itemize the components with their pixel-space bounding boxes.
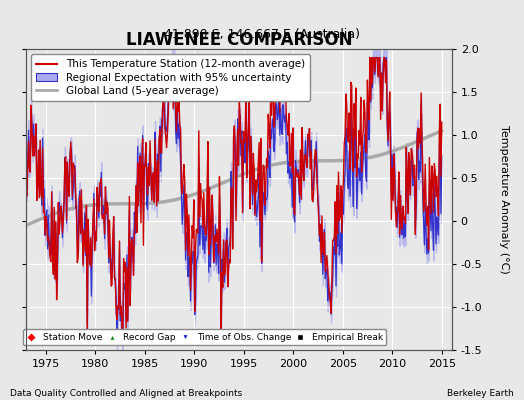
Title: LIAWENEE COMPARISON: LIAWENEE COMPARISON bbox=[126, 31, 352, 49]
Legend: Station Move, Record Gap, Time of Obs. Change, Empirical Break: Station Move, Record Gap, Time of Obs. C… bbox=[23, 329, 387, 346]
Text: Data Quality Controlled and Aligned at Breakpoints: Data Quality Controlled and Aligned at B… bbox=[10, 389, 243, 398]
Text: Berkeley Earth: Berkeley Earth bbox=[447, 389, 514, 398]
Y-axis label: Temperature Anomaly (°C): Temperature Anomaly (°C) bbox=[499, 125, 509, 274]
Text: 41.890 S, 146.667 E (Australia): 41.890 S, 146.667 E (Australia) bbox=[164, 28, 360, 41]
